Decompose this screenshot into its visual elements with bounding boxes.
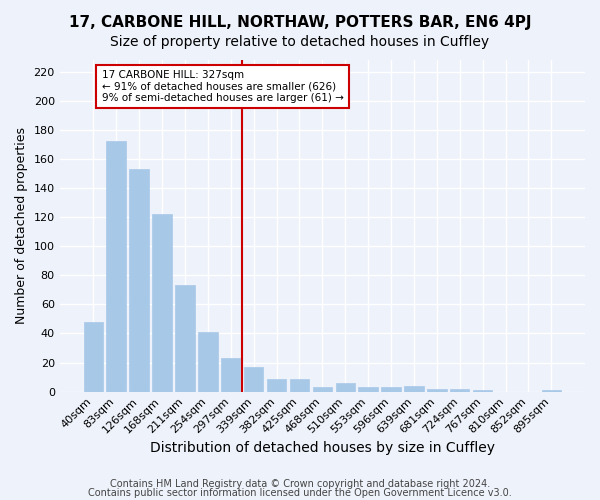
Bar — [404, 386, 424, 392]
Bar — [175, 286, 194, 392]
Bar — [542, 390, 561, 392]
Bar — [313, 387, 332, 392]
Bar — [335, 383, 355, 392]
Bar — [83, 322, 103, 392]
Text: 17 CARBONE HILL: 327sqm
← 91% of detached houses are smaller (626)
9% of semi-de: 17 CARBONE HILL: 327sqm ← 91% of detache… — [101, 70, 344, 103]
X-axis label: Distribution of detached houses by size in Cuffley: Distribution of detached houses by size … — [150, 441, 495, 455]
Bar — [152, 214, 172, 392]
Bar — [198, 332, 218, 392]
Bar — [267, 378, 286, 392]
Bar — [244, 367, 263, 392]
Bar — [427, 388, 446, 392]
Bar — [290, 378, 309, 392]
Bar — [130, 169, 149, 392]
Bar — [382, 387, 401, 392]
Bar — [221, 358, 241, 392]
Text: 17, CARBONE HILL, NORTHAW, POTTERS BAR, EN6 4PJ: 17, CARBONE HILL, NORTHAW, POTTERS BAR, … — [69, 15, 531, 30]
Text: Contains HM Land Registry data © Crown copyright and database right 2024.: Contains HM Land Registry data © Crown c… — [110, 479, 490, 489]
Text: Contains public sector information licensed under the Open Government Licence v3: Contains public sector information licen… — [88, 488, 512, 498]
Bar — [106, 142, 126, 392]
Y-axis label: Number of detached properties: Number of detached properties — [15, 128, 28, 324]
Bar — [473, 390, 493, 392]
Bar — [358, 387, 378, 392]
Bar — [450, 388, 469, 392]
Text: Size of property relative to detached houses in Cuffley: Size of property relative to detached ho… — [110, 35, 490, 49]
